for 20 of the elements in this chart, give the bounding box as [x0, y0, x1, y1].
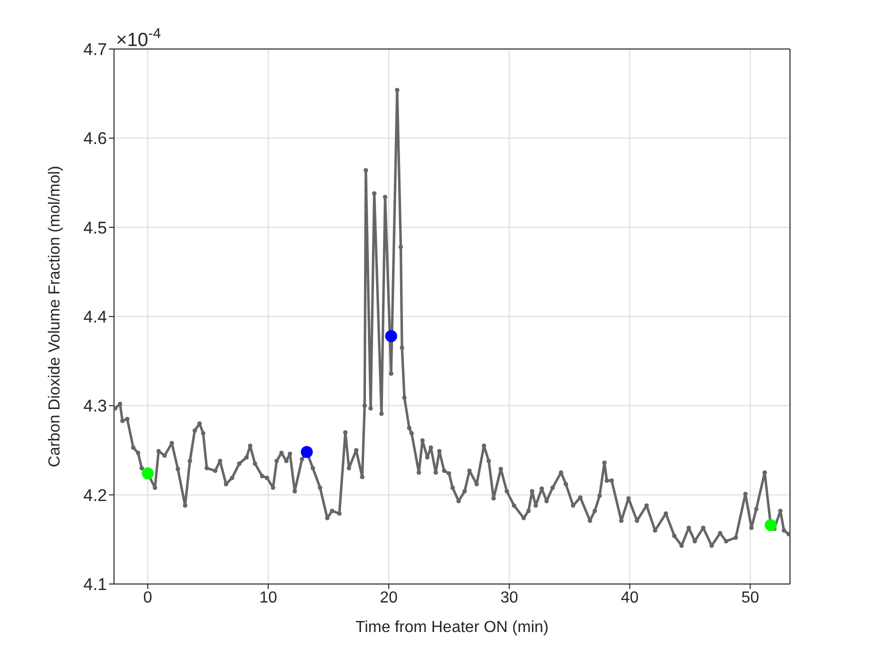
y-tick-label: 4.7: [83, 40, 107, 60]
y-tick-label: 4.5: [83, 218, 107, 238]
y-tick-label: 4.4: [83, 308, 107, 327]
x-tick-label: 50: [741, 589, 760, 606]
x-tick-label: 30: [500, 589, 518, 606]
x-tick-label: 40: [620, 589, 639, 606]
y-tick-label: 4.1: [83, 575, 107, 594]
x-tick-label: 0: [143, 589, 152, 606]
y-axis-title: Carbon Dioxide Volume Fraction (mol/mol): [46, 166, 64, 468]
x-axis-title: Time from Heater ON (min): [355, 619, 549, 636]
point: [142, 467, 154, 480]
point: [300, 446, 313, 458]
x-tick-label: 20: [380, 589, 398, 606]
point: [764, 519, 777, 532]
y-tick-label: 4.2: [83, 486, 107, 505]
point: [385, 330, 398, 342]
x-tick-label: 10: [259, 589, 278, 606]
y-tick-label: 4.6: [83, 129, 107, 148]
y-tick-label: 4.3: [83, 396, 107, 416]
annotation: ×10$^{-4}$: [116, 26, 161, 51]
